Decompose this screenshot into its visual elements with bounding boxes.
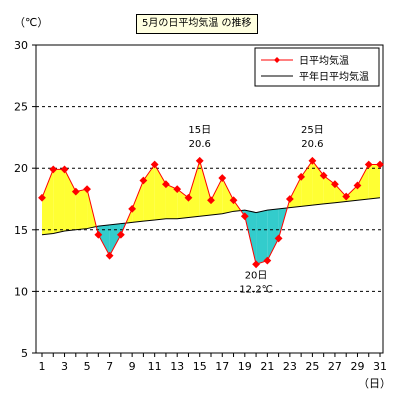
fill-segment: [211, 178, 223, 216]
fill-segment: [267, 208, 279, 261]
data-point: [285, 195, 294, 203]
fill-segment: [177, 189, 189, 219]
fill-segment: [154, 164, 166, 220]
annotation-value: 12.2℃: [239, 284, 273, 295]
fill-segment: [143, 164, 155, 222]
legend-marker-observed: [274, 57, 280, 63]
data-point: [207, 196, 215, 205]
x-tick-label: 21: [260, 360, 274, 373]
data-point: [195, 156, 204, 165]
data-point: [128, 204, 137, 213]
data-point: [150, 160, 159, 169]
fill-segment: [188, 160, 200, 218]
x-tick-label: 7: [106, 360, 113, 373]
x-tick-label: 15: [193, 360, 207, 373]
data-point: [297, 172, 306, 181]
data-point: [240, 212, 249, 221]
x-tick-label: 23: [283, 360, 297, 373]
data-point: [184, 193, 193, 202]
x-axis-label: （日）: [358, 377, 391, 390]
annotation-label: 20日: [245, 270, 268, 281]
fill-segment: [165, 184, 178, 219]
y-tick-label: 5: [21, 347, 28, 360]
data-point: [83, 185, 91, 194]
x-tick-label: 1: [39, 360, 46, 373]
data-point: [71, 187, 80, 196]
data-point: [364, 160, 373, 169]
x-tick-label: 19: [238, 360, 252, 373]
fill-segment: [53, 169, 65, 234]
series-line-normal: [41, 197, 381, 236]
data-point: [331, 180, 339, 189]
fill-segment: [334, 184, 347, 203]
data-point: [60, 165, 69, 174]
data-point: [139, 176, 148, 185]
data-point: [38, 193, 46, 202]
data-point: [229, 196, 238, 205]
annotation-label: 15日: [188, 125, 211, 136]
y-tick-label: 20: [14, 162, 28, 175]
annotation-value: 20.6: [189, 139, 211, 150]
data-point: [49, 165, 58, 174]
y-axis-label: （℃）: [14, 16, 48, 29]
annotation-value: 20.6: [301, 139, 323, 150]
x-tick-label: 17: [215, 360, 229, 373]
x-tick-label: 13: [170, 360, 184, 373]
annotation-label: 25日: [301, 125, 324, 136]
fill-segment: [64, 169, 76, 232]
fill-segment: [256, 210, 268, 265]
x-tick-label: 27: [328, 360, 342, 373]
x-tick-label: 9: [129, 360, 136, 373]
data-point: [342, 192, 351, 201]
fill-segment: [346, 185, 358, 202]
fill-segment: [199, 160, 211, 217]
data-point: [319, 171, 328, 180]
legend-label-normal: 平年日平均気温: [299, 70, 369, 83]
fill-segment: [42, 169, 54, 235]
plot-area: [35, 44, 384, 354]
fill-segment: [357, 164, 369, 201]
data-point: [218, 174, 227, 182]
x-tick-label: 31: [373, 360, 387, 373]
fill-segment: [222, 178, 234, 214]
data-point: [162, 180, 170, 189]
fill-segment: [301, 160, 313, 207]
legend-label-observed: 日平均気温: [299, 54, 349, 67]
legend: [254, 47, 380, 87]
fill-segment: [75, 189, 88, 230]
fill-segment: [368, 164, 380, 199]
data-point: [308, 156, 317, 165]
data-point: [263, 256, 272, 265]
data-point: [105, 251, 114, 260]
y-tick-label: 30: [14, 39, 28, 52]
y-tick-label: 25: [14, 101, 28, 114]
y-tick-label: 15: [14, 224, 28, 237]
data-point: [94, 230, 103, 239]
data-point: [353, 181, 362, 190]
x-tick-label: 29: [350, 360, 364, 373]
data-point: [376, 160, 384, 169]
x-tick-label: 11: [148, 360, 162, 373]
y-tick-label: 10: [14, 285, 28, 298]
data-point: [173, 185, 182, 194]
fill-segment: [98, 224, 110, 256]
data-point: [116, 230, 125, 239]
x-tick-label: 25: [305, 360, 319, 373]
fill-segment: [289, 176, 302, 208]
x-tick-label: 3: [61, 360, 68, 373]
data-point: [252, 260, 260, 269]
fill-segment: [109, 223, 121, 256]
data-point: [274, 234, 283, 243]
x-tick-label: 5: [84, 360, 91, 373]
fill-segment: [132, 180, 144, 223]
chart-title: 5月の日平均気温 の推移: [136, 14, 258, 34]
